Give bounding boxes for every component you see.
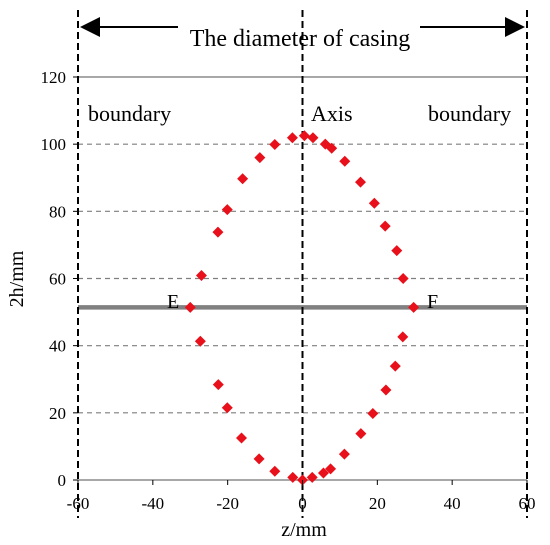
grid-layer [78, 143, 527, 414]
data-point [408, 301, 420, 313]
data-point [253, 453, 265, 465]
reference-lines [77, 10, 528, 518]
boundary-right-label: boundary [428, 101, 511, 126]
x-axis-title: z/mm [281, 519, 327, 541]
data-point [355, 428, 367, 440]
x-tick-label: 60 [519, 494, 536, 513]
point-f-label: F [427, 291, 438, 313]
x-tick-label: 0 [298, 494, 307, 513]
data-point [269, 465, 281, 477]
data-point [368, 197, 380, 209]
data-point [317, 467, 329, 479]
data-point [338, 448, 350, 460]
data-point [380, 384, 392, 396]
data-point [237, 173, 249, 185]
y-tick-label: 0 [58, 471, 67, 490]
data-point [325, 463, 337, 475]
data-point [339, 155, 351, 167]
point-e-label: E [167, 291, 179, 313]
data-points [184, 130, 420, 486]
data-point [287, 471, 299, 483]
data-point [379, 220, 391, 232]
y-tick-label: 60 [49, 270, 66, 289]
y-tick-label: 80 [49, 202, 66, 221]
data-point [306, 471, 318, 483]
data-point [389, 360, 401, 372]
data-point [397, 273, 409, 284]
diameter-label: The diameter of casing [190, 26, 411, 52]
data-point [184, 301, 196, 313]
data-point [212, 379, 224, 391]
y-tick-label: 120 [41, 68, 67, 87]
y-tick-label: 40 [49, 337, 66, 356]
axis-label: Axis [311, 101, 353, 126]
data-point [212, 226, 224, 238]
data-point [286, 132, 298, 144]
data-point [354, 176, 366, 188]
data-point [367, 408, 379, 420]
data-point [391, 245, 403, 257]
data-point [254, 152, 266, 164]
tick-labels: 0 20 40 60 80 100 120 -60 -40 -20 0 20 40 60 [41, 68, 536, 513]
data-point [195, 269, 207, 281]
data-point [194, 335, 206, 347]
x-tick-label: 20 [369, 494, 386, 513]
data-point [298, 130, 310, 142]
data-point [236, 432, 248, 444]
boundary-left-label: boundary [88, 101, 171, 126]
data-point [221, 204, 233, 216]
x-tick-label: -40 [141, 494, 164, 513]
data-point [221, 402, 233, 414]
x-tick-label: -60 [67, 494, 90, 513]
data-point [307, 132, 319, 144]
data-point [326, 142, 338, 154]
y-tick-label: 100 [41, 135, 67, 154]
x-tick-label: 40 [444, 494, 461, 513]
y-axis-title: 2h/mm [6, 250, 28, 307]
y-tick-label: 20 [49, 404, 66, 423]
x-tick-label: -20 [216, 494, 239, 513]
data-point [269, 139, 281, 151]
data-point [397, 331, 409, 343]
